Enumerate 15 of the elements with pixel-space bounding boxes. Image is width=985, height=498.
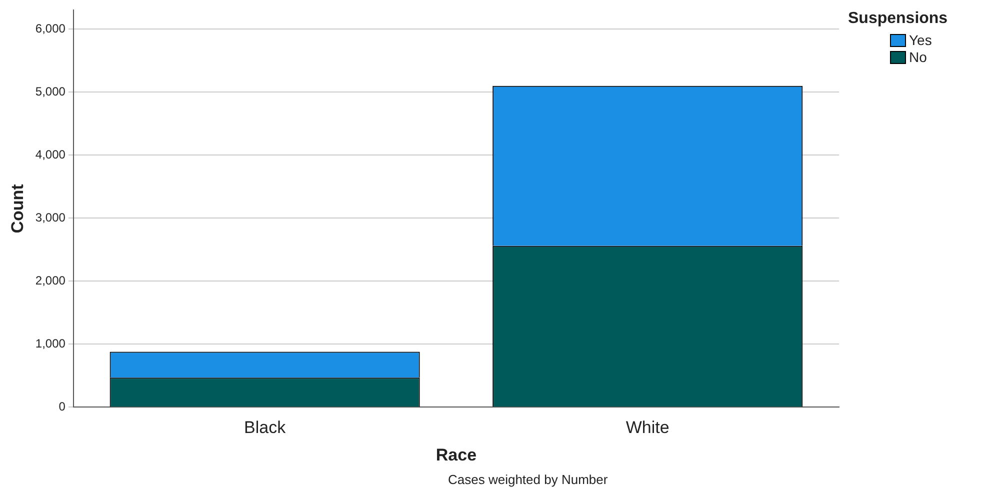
legend-label: Yes xyxy=(909,32,932,49)
y-tick-label: 2,000 xyxy=(35,273,66,288)
y-tick-label: 1,000 xyxy=(35,336,66,350)
y-tick-label: 3,000 xyxy=(35,210,66,224)
y-tick-label: 4,000 xyxy=(35,147,66,162)
legend-title: Suspensions xyxy=(848,10,948,28)
y-tick-label: 5,000 xyxy=(35,84,66,98)
y-tick-label: 0 xyxy=(58,400,66,414)
x-tick-label: Black xyxy=(244,418,286,438)
y-axis-title: Count xyxy=(8,184,27,234)
text: Cases weighted by Number xyxy=(448,472,608,487)
y-tick-label: 6,000 xyxy=(35,21,66,36)
x-axis-title: Race xyxy=(436,445,477,464)
x-tick-label: White xyxy=(626,418,670,438)
legend-label: No xyxy=(909,49,927,66)
